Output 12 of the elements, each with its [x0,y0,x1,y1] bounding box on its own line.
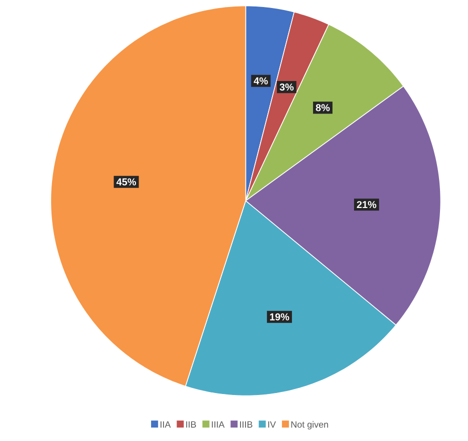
legend-label: IIIA [212,421,225,428]
data-label: 8% [316,104,330,112]
data-label: 21% [356,201,376,208]
legend-label: IIB [186,421,196,428]
data-label: 4% [254,77,268,84]
legend-label: Not given [291,421,328,430]
data-label: 45% [116,178,136,186]
legend-label: IIIB [240,421,252,428]
data-label: 19% [270,313,290,320]
legend-label: IIA [160,421,171,428]
data-label: 3% [280,84,294,91]
legend-label: IV [268,421,276,428]
